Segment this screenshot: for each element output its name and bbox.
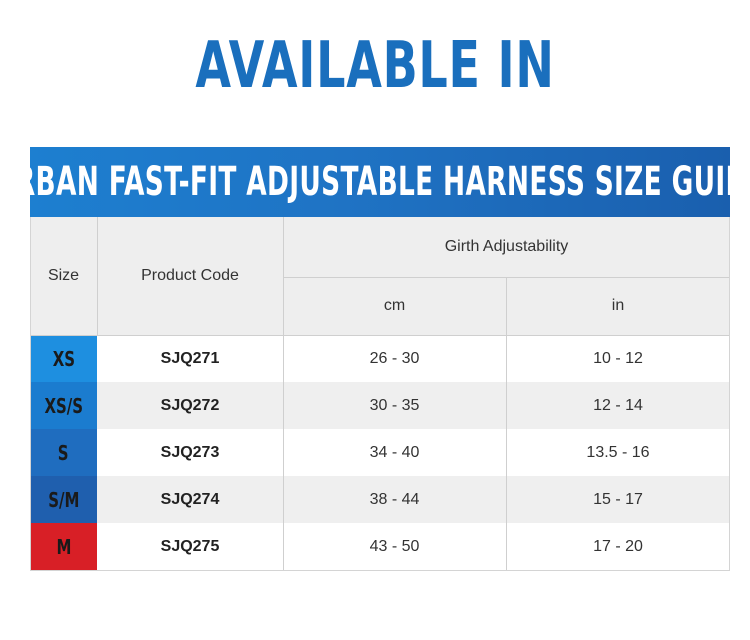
girth-cm: 43 - 50 (283, 523, 506, 570)
product-code: SJQ273 (97, 429, 283, 476)
product-code: SJQ271 (97, 335, 283, 382)
size-badge: S (30, 429, 97, 476)
product-code: SJQ275 (97, 523, 283, 570)
size-badge: XS (30, 335, 97, 382)
girth-in: 17 - 20 (506, 523, 730, 570)
header-in: in (506, 277, 730, 335)
header-girth-adjustability: Girth Adjustability (283, 217, 730, 277)
headline: AVAILABLE IN (195, 29, 555, 103)
guide-title: URBAN FAST-FIT ADJUSTABLE HARNESS SIZE G… (0, 159, 750, 205)
product-code: SJQ272 (97, 382, 283, 429)
divider (283, 277, 730, 278)
girth-cm: 30 - 35 (283, 382, 506, 429)
size-label: XS (52, 346, 75, 371)
divider (30, 335, 730, 336)
girth-in: 15 - 17 (506, 476, 730, 523)
size-badge: M (30, 523, 97, 570)
girth-cm: 34 - 40 (283, 429, 506, 476)
size-label: XS/S (44, 393, 83, 418)
girth-in: 10 - 12 (506, 335, 730, 382)
girth-in: 12 - 14 (506, 382, 730, 429)
size-label: S (58, 440, 69, 465)
girth-cm: 26 - 30 (283, 335, 506, 382)
guide-banner: URBAN FAST-FIT ADJUSTABLE HARNESS SIZE G… (0, 147, 750, 217)
size-label: S/M (47, 487, 80, 512)
divider (97, 217, 98, 335)
girth-cm: 38 - 44 (283, 476, 506, 523)
girth-in: 13.5 - 16 (506, 429, 730, 476)
product-code: SJQ274 (97, 476, 283, 523)
divider (283, 217, 284, 571)
divider (506, 277, 507, 571)
size-badge: S/M (30, 476, 97, 523)
header-size: Size (30, 217, 97, 335)
header-cm: cm (283, 277, 506, 335)
size-badge: XS/S (30, 382, 97, 429)
size-label: M (56, 534, 71, 559)
header-product-code: Product Code (97, 217, 283, 335)
size-guide-table: URBAN FAST-FIT ADJUSTABLE HARNESS SIZE G… (0, 147, 750, 571)
